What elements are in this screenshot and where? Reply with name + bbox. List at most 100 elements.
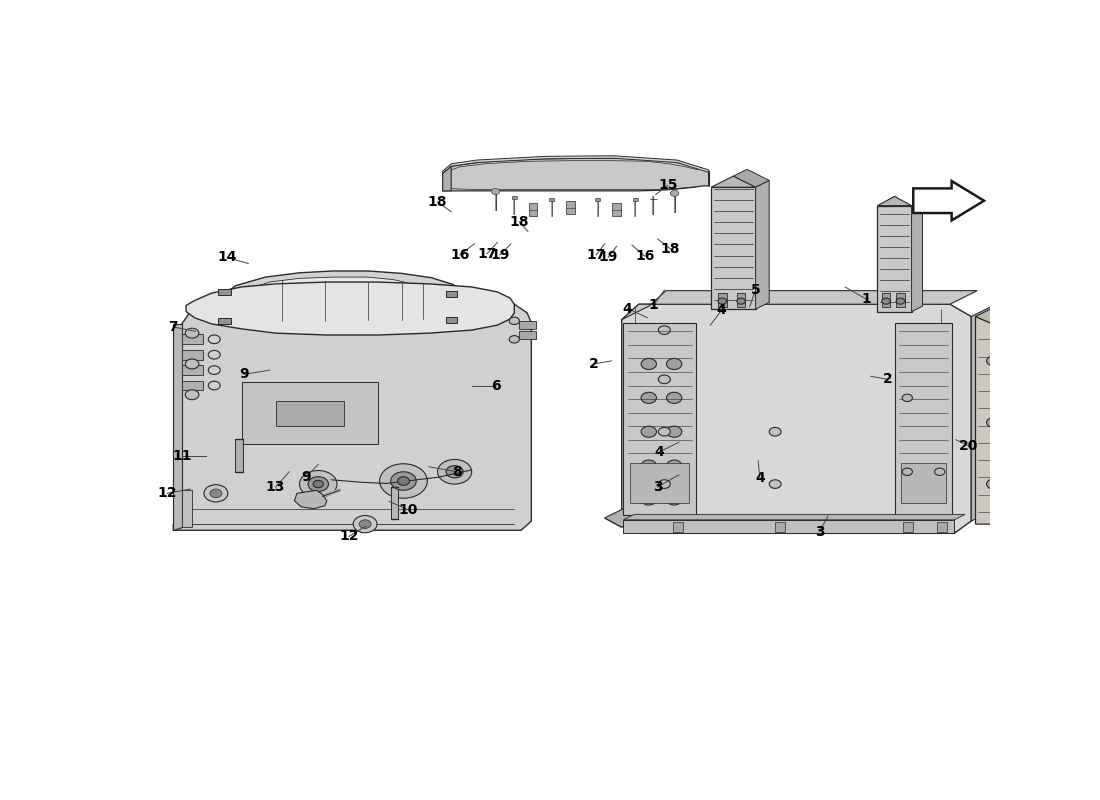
Polygon shape	[219, 289, 231, 295]
Polygon shape	[605, 505, 649, 527]
Circle shape	[308, 477, 329, 491]
Text: 18: 18	[509, 214, 529, 229]
Circle shape	[397, 477, 409, 486]
Text: 13: 13	[266, 480, 285, 494]
Circle shape	[659, 480, 670, 488]
Polygon shape	[214, 271, 465, 326]
Circle shape	[641, 392, 657, 403]
Circle shape	[769, 427, 781, 436]
Circle shape	[667, 392, 682, 403]
Polygon shape	[512, 196, 517, 199]
Polygon shape	[894, 322, 953, 515]
Circle shape	[659, 427, 670, 436]
Circle shape	[299, 470, 337, 498]
Polygon shape	[174, 324, 182, 530]
Polygon shape	[234, 439, 243, 472]
Polygon shape	[624, 520, 954, 534]
Polygon shape	[976, 308, 1027, 332]
Circle shape	[390, 472, 416, 490]
Circle shape	[718, 298, 727, 304]
Polygon shape	[214, 290, 230, 322]
Polygon shape	[613, 202, 620, 216]
Circle shape	[882, 298, 890, 304]
Polygon shape	[182, 365, 204, 375]
Polygon shape	[529, 202, 537, 216]
Circle shape	[670, 190, 679, 197]
Polygon shape	[624, 322, 696, 515]
Circle shape	[379, 464, 427, 498]
Circle shape	[204, 485, 228, 502]
Circle shape	[314, 480, 323, 488]
Polygon shape	[673, 522, 683, 532]
Text: 4: 4	[755, 471, 764, 485]
Polygon shape	[442, 158, 708, 191]
Polygon shape	[242, 382, 378, 444]
Polygon shape	[465, 288, 473, 315]
Polygon shape	[390, 487, 397, 519]
Polygon shape	[605, 304, 971, 534]
Circle shape	[935, 468, 945, 475]
Text: 1: 1	[648, 298, 658, 313]
Text: 9: 9	[240, 367, 249, 382]
Circle shape	[208, 382, 220, 390]
Text: 16: 16	[635, 249, 654, 263]
Text: 11: 11	[172, 450, 191, 463]
Circle shape	[509, 317, 519, 325]
Polygon shape	[182, 490, 192, 527]
Polygon shape	[595, 198, 601, 201]
Circle shape	[353, 515, 377, 533]
Text: 4: 4	[716, 303, 726, 318]
Polygon shape	[186, 282, 515, 335]
Text: 1: 1	[861, 292, 871, 306]
Circle shape	[210, 489, 222, 498]
Polygon shape	[718, 293, 727, 307]
Text: 19: 19	[491, 248, 509, 262]
Polygon shape	[901, 462, 946, 502]
Text: 3: 3	[652, 480, 662, 494]
Polygon shape	[756, 180, 769, 309]
Text: 16: 16	[450, 248, 470, 262]
Text: 14: 14	[218, 250, 236, 264]
Circle shape	[641, 358, 657, 370]
Circle shape	[359, 520, 371, 529]
Circle shape	[208, 366, 220, 374]
Text: 4: 4	[654, 445, 664, 459]
Text: 12: 12	[339, 530, 359, 543]
Polygon shape	[182, 334, 204, 344]
Polygon shape	[518, 331, 536, 338]
Text: 2: 2	[883, 372, 892, 386]
Polygon shape	[937, 522, 947, 532]
Circle shape	[438, 459, 472, 484]
Polygon shape	[903, 522, 913, 532]
Polygon shape	[621, 290, 977, 320]
Circle shape	[659, 326, 670, 334]
Circle shape	[987, 479, 1000, 489]
Text: 18: 18	[428, 195, 448, 209]
Polygon shape	[878, 206, 912, 311]
Polygon shape	[182, 381, 204, 390]
Polygon shape	[712, 176, 756, 187]
Circle shape	[509, 336, 519, 343]
Circle shape	[208, 350, 220, 359]
Circle shape	[185, 328, 199, 338]
Text: 20: 20	[959, 439, 978, 453]
Circle shape	[641, 426, 657, 438]
Polygon shape	[896, 293, 905, 307]
Text: 12: 12	[157, 486, 177, 500]
Text: 9: 9	[301, 470, 311, 484]
Polygon shape	[624, 514, 965, 520]
Circle shape	[896, 298, 905, 304]
Polygon shape	[913, 181, 984, 221]
Polygon shape	[447, 290, 458, 297]
Text: 2: 2	[588, 357, 598, 371]
Text: 6: 6	[491, 378, 501, 393]
Polygon shape	[912, 200, 923, 311]
Polygon shape	[295, 490, 327, 509]
Circle shape	[902, 394, 912, 402]
Polygon shape	[442, 156, 708, 174]
Text: 5: 5	[750, 283, 760, 297]
Polygon shape	[971, 303, 999, 521]
Circle shape	[987, 418, 1000, 427]
Polygon shape	[976, 317, 1011, 524]
Circle shape	[667, 426, 682, 438]
